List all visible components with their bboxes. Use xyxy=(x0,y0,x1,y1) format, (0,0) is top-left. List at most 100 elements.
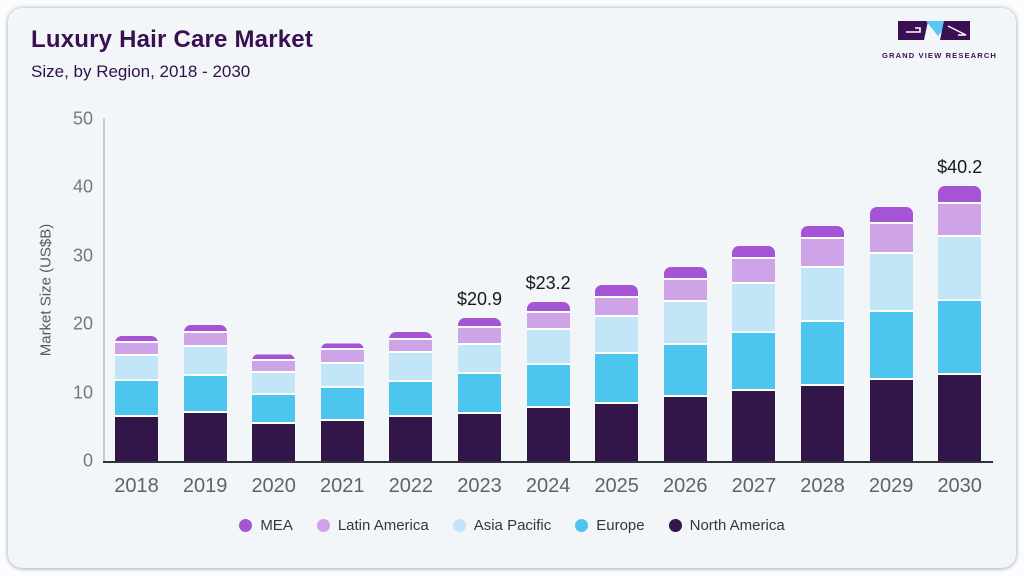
bar-segment-2023-north-america[interactable] xyxy=(458,413,501,461)
bar-segment-2024-europe[interactable] xyxy=(526,365,570,409)
bar-segment-2021-north-america[interactable] xyxy=(320,420,364,461)
bar-segment-2023-europe[interactable] xyxy=(458,374,501,414)
bar-segment-2021-europe[interactable] xyxy=(320,387,364,421)
bar-segment-2030-mea[interactable] xyxy=(938,186,982,204)
bar-segment-2026-latin-america[interactable] xyxy=(663,279,707,303)
bar-segment-2025-latin-america[interactable] xyxy=(595,298,639,317)
bar-segment-2025-mea[interactable] xyxy=(595,285,639,299)
legend-label: Europe xyxy=(596,517,645,534)
bar-segment-2025-europe[interactable] xyxy=(595,354,639,404)
bar-segment-2021-mea[interactable] xyxy=(320,343,364,351)
bar-segment-2022-mea[interactable] xyxy=(389,332,433,340)
legend-item-europe[interactable]: Europe xyxy=(575,517,645,534)
bar-segment-2029-mea[interactable] xyxy=(869,206,913,225)
legend-label: MEA xyxy=(260,517,293,534)
bar-segment-2021-asia-pacific[interactable] xyxy=(320,363,364,388)
bar-segment-2029-asia-pacific[interactable] xyxy=(869,253,913,312)
bar-segment-2027-europe[interactable] xyxy=(732,333,776,392)
grand-view-research-logo: GRAND VIEW RESEARCH xyxy=(882,18,996,60)
bar-segment-2028-north-america[interactable] xyxy=(801,386,844,461)
bar-segment-2027-latin-america[interactable] xyxy=(732,258,776,284)
bar-segment-2020-europe[interactable] xyxy=(252,394,296,425)
gvr-logo-icon xyxy=(898,21,970,40)
y-axis-line xyxy=(103,118,105,461)
chart-card: Luxury Hair Care Market Size, by Region,… xyxy=(8,8,1016,568)
annotation-2023: $20.9 xyxy=(456,289,503,310)
bar-segment-2018-asia-pacific[interactable] xyxy=(115,356,158,381)
bar-segment-2028-europe[interactable] xyxy=(801,322,844,387)
bar-segment-2029-north-america[interactable] xyxy=(869,380,913,461)
bar-segment-2018-europe[interactable] xyxy=(115,380,158,418)
bar-2018 xyxy=(115,119,158,461)
bar-segment-2026-mea[interactable] xyxy=(663,267,707,280)
bar-segment-2020-latin-america[interactable] xyxy=(252,361,296,373)
bar-segment-2024-latin-america[interactable] xyxy=(526,313,570,331)
bar-segment-2024-mea[interactable] xyxy=(526,302,570,314)
bar-segment-2028-mea[interactable] xyxy=(801,225,844,240)
bar-segment-2027-mea[interactable] xyxy=(732,245,776,259)
x-tick-2027: 2027 xyxy=(731,475,777,497)
legend-dot-latin-america xyxy=(316,519,330,532)
bar-segment-2019-latin-america[interactable] xyxy=(183,333,227,347)
bar-segment-2027-north-america[interactable] xyxy=(732,391,776,461)
bar-segment-2023-latin-america[interactable] xyxy=(458,327,501,345)
bar-2023 xyxy=(458,119,501,461)
legend-dot-mea xyxy=(239,519,253,532)
bar-segment-2022-north-america[interactable] xyxy=(389,417,433,461)
bar-segment-2029-latin-america[interactable] xyxy=(869,224,913,254)
bar-segment-2023-asia-pacific[interactable] xyxy=(458,344,501,375)
bar-segment-2018-north-america[interactable] xyxy=(115,417,158,461)
bar-segment-2020-asia-pacific[interactable] xyxy=(252,372,296,395)
bar-segment-2019-asia-pacific[interactable] xyxy=(183,346,227,377)
bar-segment-2024-north-america[interactable] xyxy=(526,408,570,461)
bar-segment-2025-north-america[interactable] xyxy=(595,403,639,461)
bar-segment-2021-latin-america[interactable] xyxy=(320,350,364,364)
bar-segment-2026-north-america[interactable] xyxy=(663,397,707,461)
bar-segment-2026-asia-pacific[interactable] xyxy=(663,302,707,345)
bar-segment-2029-europe[interactable] xyxy=(869,311,913,381)
x-tick-2025: 2025 xyxy=(594,475,639,497)
bar-2027 xyxy=(732,119,776,461)
bar-segment-2030-north-america[interactable] xyxy=(938,374,982,461)
bar-segment-2022-asia-pacific[interactable] xyxy=(389,352,433,383)
bar-2021 xyxy=(320,119,364,461)
legend-item-latin-america[interactable]: Latin America xyxy=(316,517,429,534)
legend-dot-europe xyxy=(575,519,589,532)
y-axis-title: Market Size (US$B) xyxy=(37,223,55,357)
legend-item-asia-pacific[interactable]: Asia Pacific xyxy=(452,517,551,534)
bar-segment-2022-latin-america[interactable] xyxy=(389,339,433,353)
bar-segment-2019-europe[interactable] xyxy=(183,376,227,414)
plot-area xyxy=(103,119,993,461)
annotation-2024: $23.2 xyxy=(525,273,571,294)
bar-segment-2024-asia-pacific[interactable] xyxy=(526,330,570,366)
bar-segment-2018-mea[interactable] xyxy=(115,335,158,344)
page-subtitle: Size, by Region, 2018 - 2030 xyxy=(31,62,251,81)
bar-segment-2018-latin-america[interactable] xyxy=(115,343,158,357)
x-axis-line xyxy=(103,461,993,463)
bar-segment-2030-asia-pacific[interactable] xyxy=(938,236,982,301)
bar-segment-2025-asia-pacific[interactable] xyxy=(595,316,639,355)
legend-item-mea[interactable]: MEA xyxy=(239,517,293,534)
x-tick-2029: 2029 xyxy=(868,475,914,497)
bar-segment-2028-latin-america[interactable] xyxy=(801,239,844,269)
bar-segment-2030-europe[interactable] xyxy=(938,300,982,375)
bar-2019 xyxy=(183,119,227,461)
bar-segment-2030-latin-america[interactable] xyxy=(938,203,982,237)
bar-segment-2020-north-america[interactable] xyxy=(252,424,296,461)
bar-2029 xyxy=(869,119,913,461)
x-tick-2018: 2018 xyxy=(114,475,159,497)
bar-2020 xyxy=(252,119,296,461)
bar-segment-2020-mea[interactable] xyxy=(252,354,296,362)
bar-segment-2027-asia-pacific[interactable] xyxy=(732,283,776,334)
y-tick-10: 10 xyxy=(72,382,93,403)
bar-segment-2019-north-america[interactable] xyxy=(183,413,227,461)
bar-segment-2028-asia-pacific[interactable] xyxy=(801,268,844,323)
bar-segment-2026-europe[interactable] xyxy=(663,344,707,398)
x-tick-2030: 2030 xyxy=(937,475,982,497)
bar-segment-2023-mea[interactable] xyxy=(458,318,501,328)
bar-segment-2022-europe[interactable] xyxy=(389,382,433,418)
legend-item-north-america[interactable]: North America xyxy=(668,517,785,534)
bar-segment-2019-mea[interactable] xyxy=(183,324,227,334)
page-title: Luxury Hair Care Market xyxy=(31,26,314,53)
y-tick-0: 0 xyxy=(82,450,93,471)
